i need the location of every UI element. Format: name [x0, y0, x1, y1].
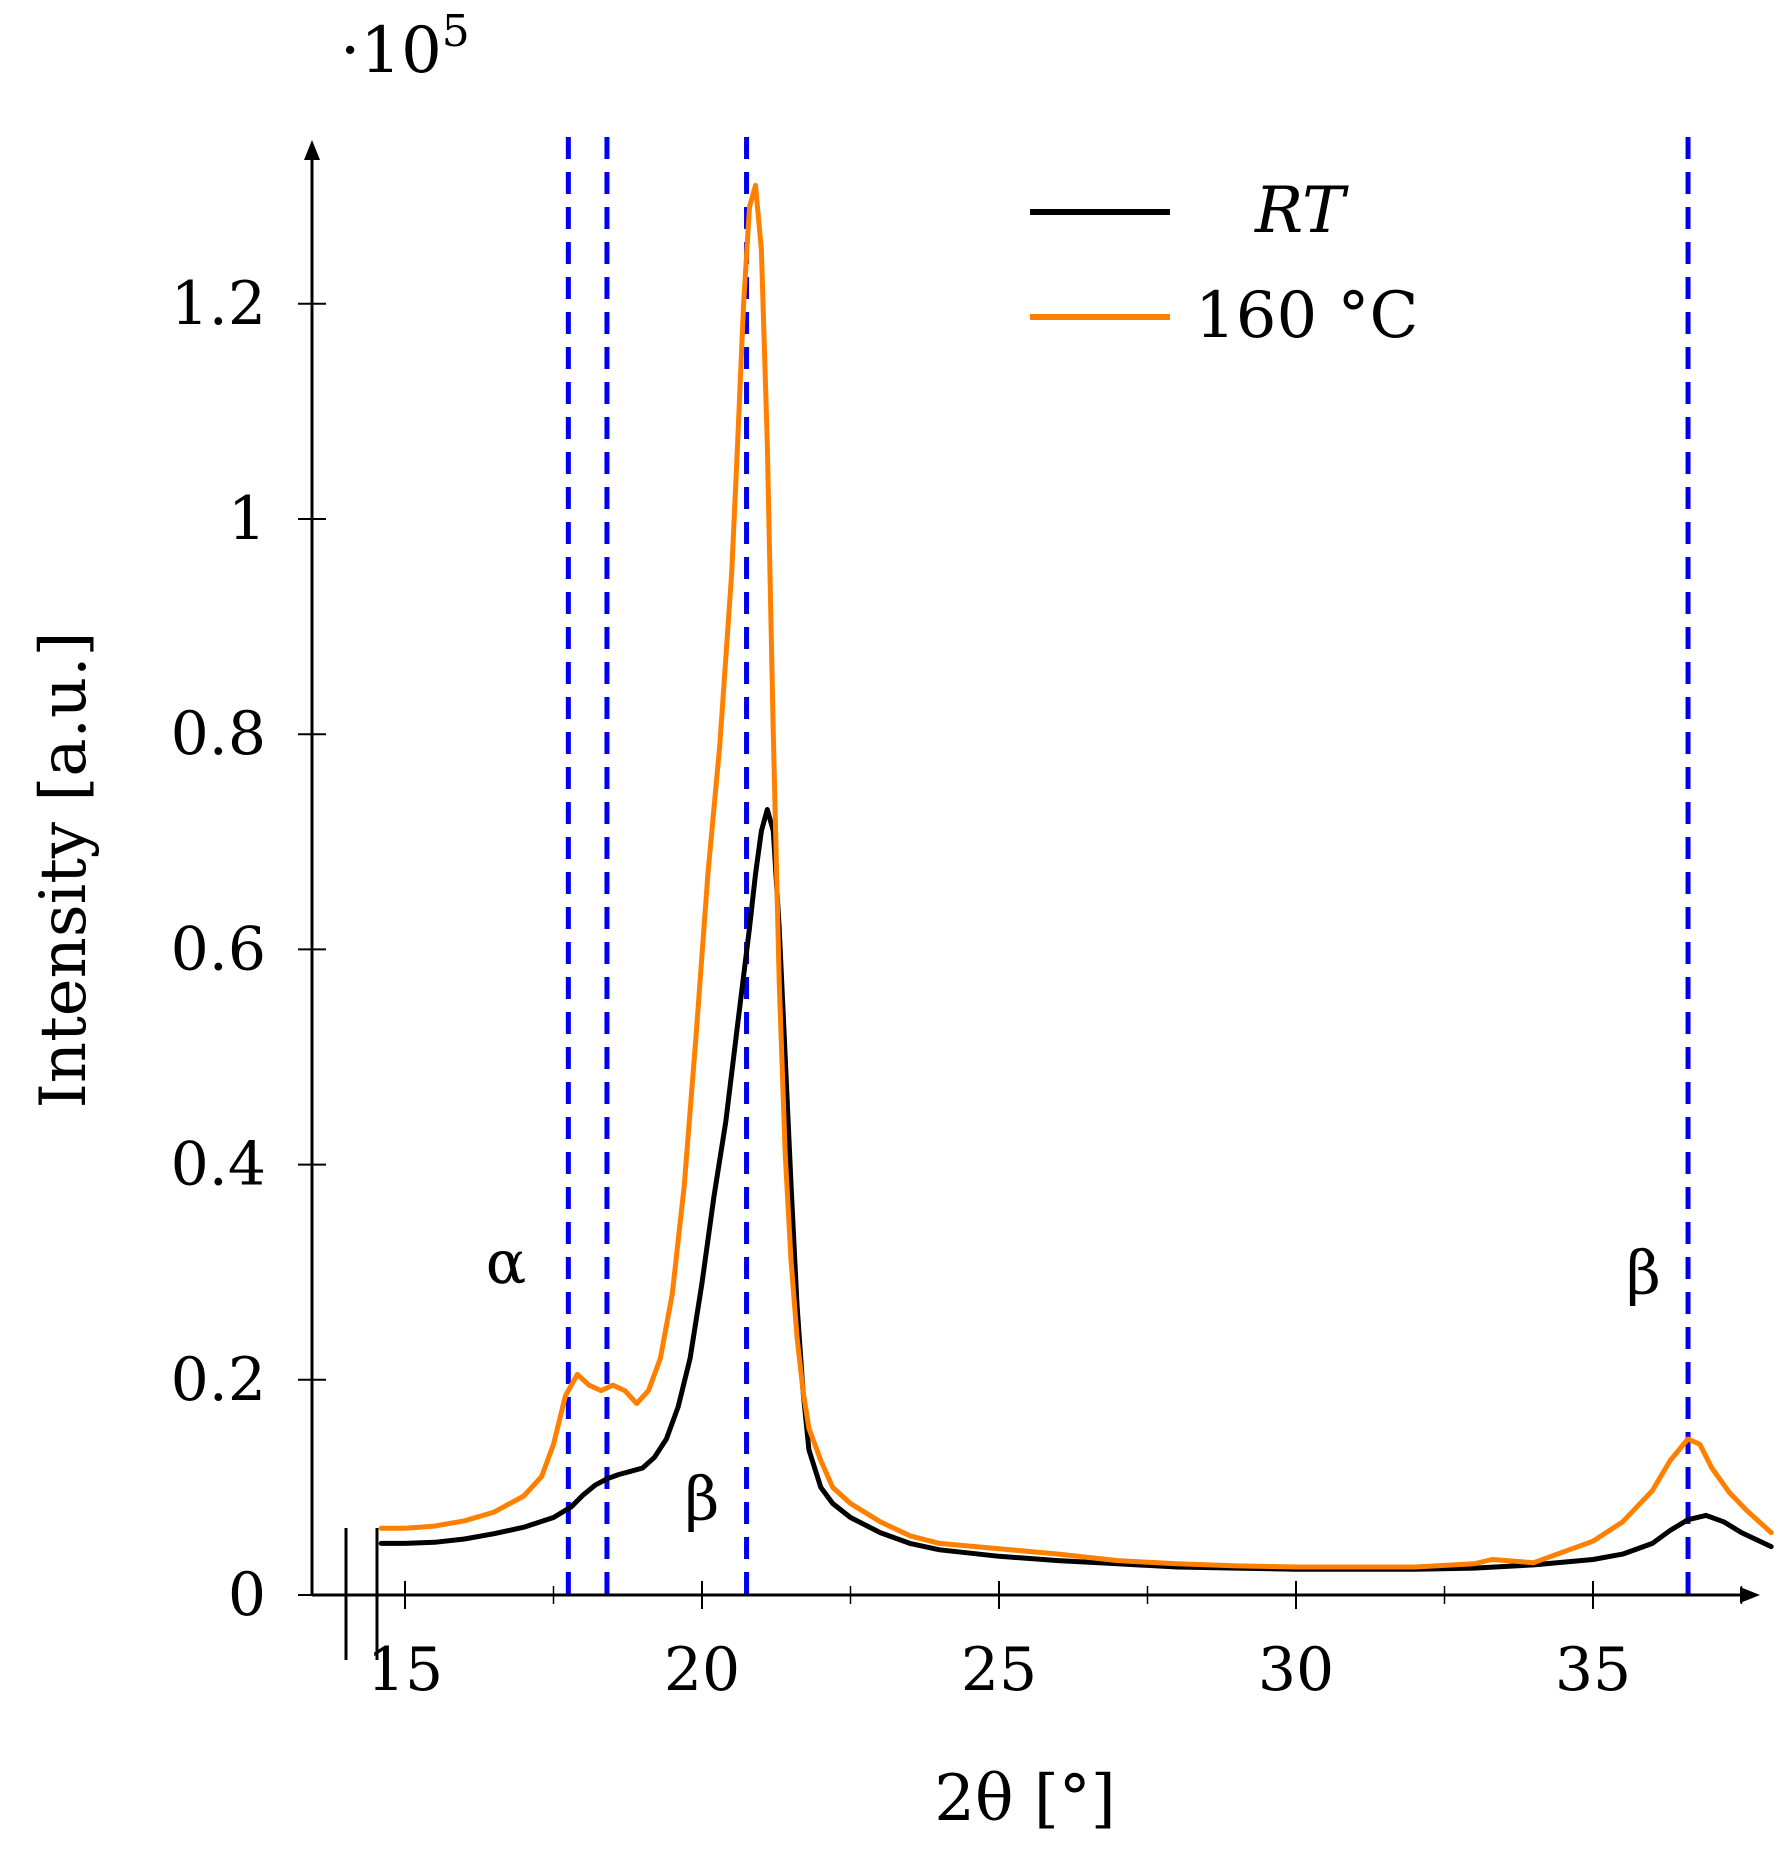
y-tick-label: 0.6 [171, 914, 266, 984]
y-axis-arrow [304, 140, 320, 160]
y-multiplier: ·105 [340, 6, 470, 88]
phase-annotation: β [685, 1465, 720, 1535]
reference-lines [565, 137, 1691, 1595]
phase-annotation: α [486, 1228, 527, 1298]
y-axis-label: Intensity [a.u.] [27, 632, 101, 1109]
x-tick-label: 35 [1555, 1635, 1631, 1705]
series-line-rt [378, 807, 1774, 1572]
y-tick-label: 0.8 [171, 699, 266, 769]
legend: RT 160 °C [1030, 174, 1418, 353]
legend-label-160c: 160 °C [1195, 279, 1418, 353]
y-multiplier-exponent: 5 [442, 6, 470, 57]
y-tick-label: 0.2 [171, 1345, 266, 1415]
x-tick-label: 20 [664, 1635, 740, 1705]
phase-annotation: β [1626, 1239, 1661, 1309]
x-axis-arrow [1740, 1587, 1760, 1603]
y-tick-label: 1.2 [171, 269, 266, 339]
ticks [298, 302, 1743, 1609]
y-tick-label: 0 [228, 1560, 266, 1630]
series-line-160c [378, 182, 1774, 1570]
axes [304, 140, 1760, 1660]
y-tick-label: 1 [228, 484, 266, 554]
tick-labels: 15 20 25 30 35 0 0.2 0.4 0.6 0.8 1 1.2 [171, 269, 1632, 1705]
y-tick-label: 0.4 [171, 1130, 266, 1200]
x-tick-label: 15 [367, 1635, 443, 1705]
annotations: α β β [486, 1228, 1661, 1535]
series-layer [378, 182, 1774, 1572]
x-tick-label: 30 [1258, 1635, 1334, 1705]
x-axis-label: 2θ [°] [934, 1762, 1116, 1836]
x-tick-label: 25 [961, 1635, 1037, 1705]
legend-label-rt: RT [1254, 174, 1349, 248]
